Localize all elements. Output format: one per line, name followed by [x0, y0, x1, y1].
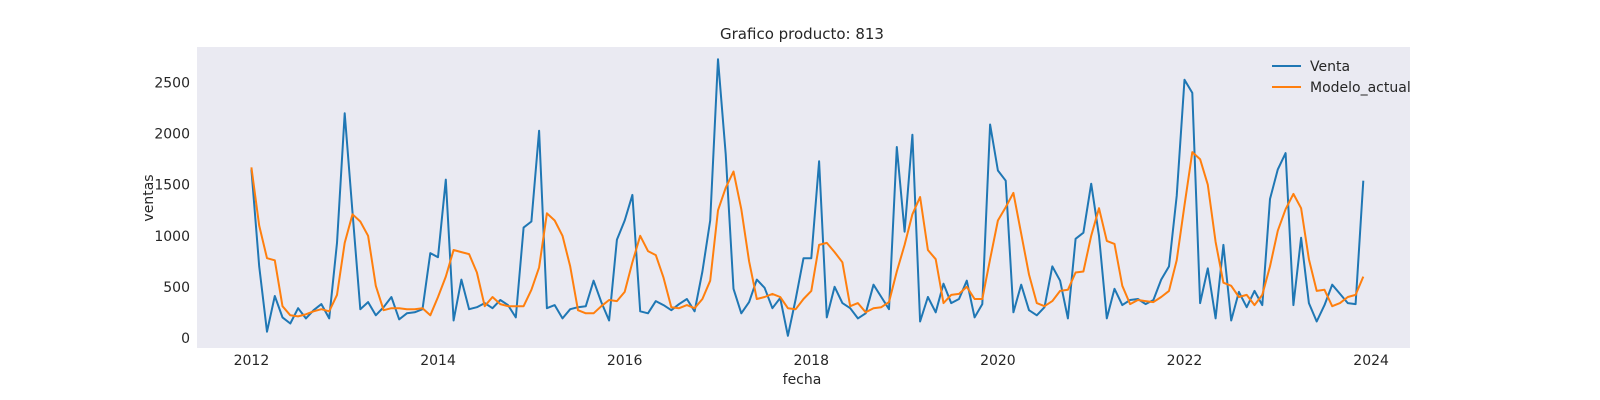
x-tick-label: 2018	[793, 353, 829, 369]
x-tick-label: 2022	[1167, 353, 1203, 369]
y-tick-label: 0	[181, 331, 190, 347]
y-axis-ticks: 0 500 1000 1500 2000 2500	[154, 76, 190, 347]
legend-label: Modelo_actual	[1310, 80, 1411, 96]
y-tick-label: 2500	[154, 76, 190, 92]
y-tick-label: 1000	[154, 229, 190, 245]
legend: Venta Modelo_actual	[1272, 59, 1411, 96]
x-tick-label: 2016	[607, 353, 643, 369]
plot-area	[197, 47, 1410, 348]
y-tick-label: 500	[163, 280, 190, 296]
legend-label: Venta	[1310, 59, 1350, 75]
y-tick-label: 1500	[154, 178, 190, 194]
x-tick-label: 2020	[980, 353, 1016, 369]
series-lines	[250, 58, 1365, 337]
x-tick-label: 2012	[234, 353, 270, 369]
series-line-venta	[250, 58, 1365, 337]
y-tick-label: 2000	[154, 127, 190, 143]
chart-title: Grafico producto: 813	[720, 25, 884, 43]
x-tick-label: 2024	[1353, 353, 1389, 369]
x-axis-ticks: 2012 2014 2016 2018 2020 2022 2024	[234, 353, 1389, 369]
series-line-modelo-actual	[250, 151, 1365, 318]
x-tick-label: 2014	[420, 353, 456, 369]
x-axis-label: fecha	[783, 372, 822, 388]
y-axis-label: ventas	[141, 174, 157, 221]
